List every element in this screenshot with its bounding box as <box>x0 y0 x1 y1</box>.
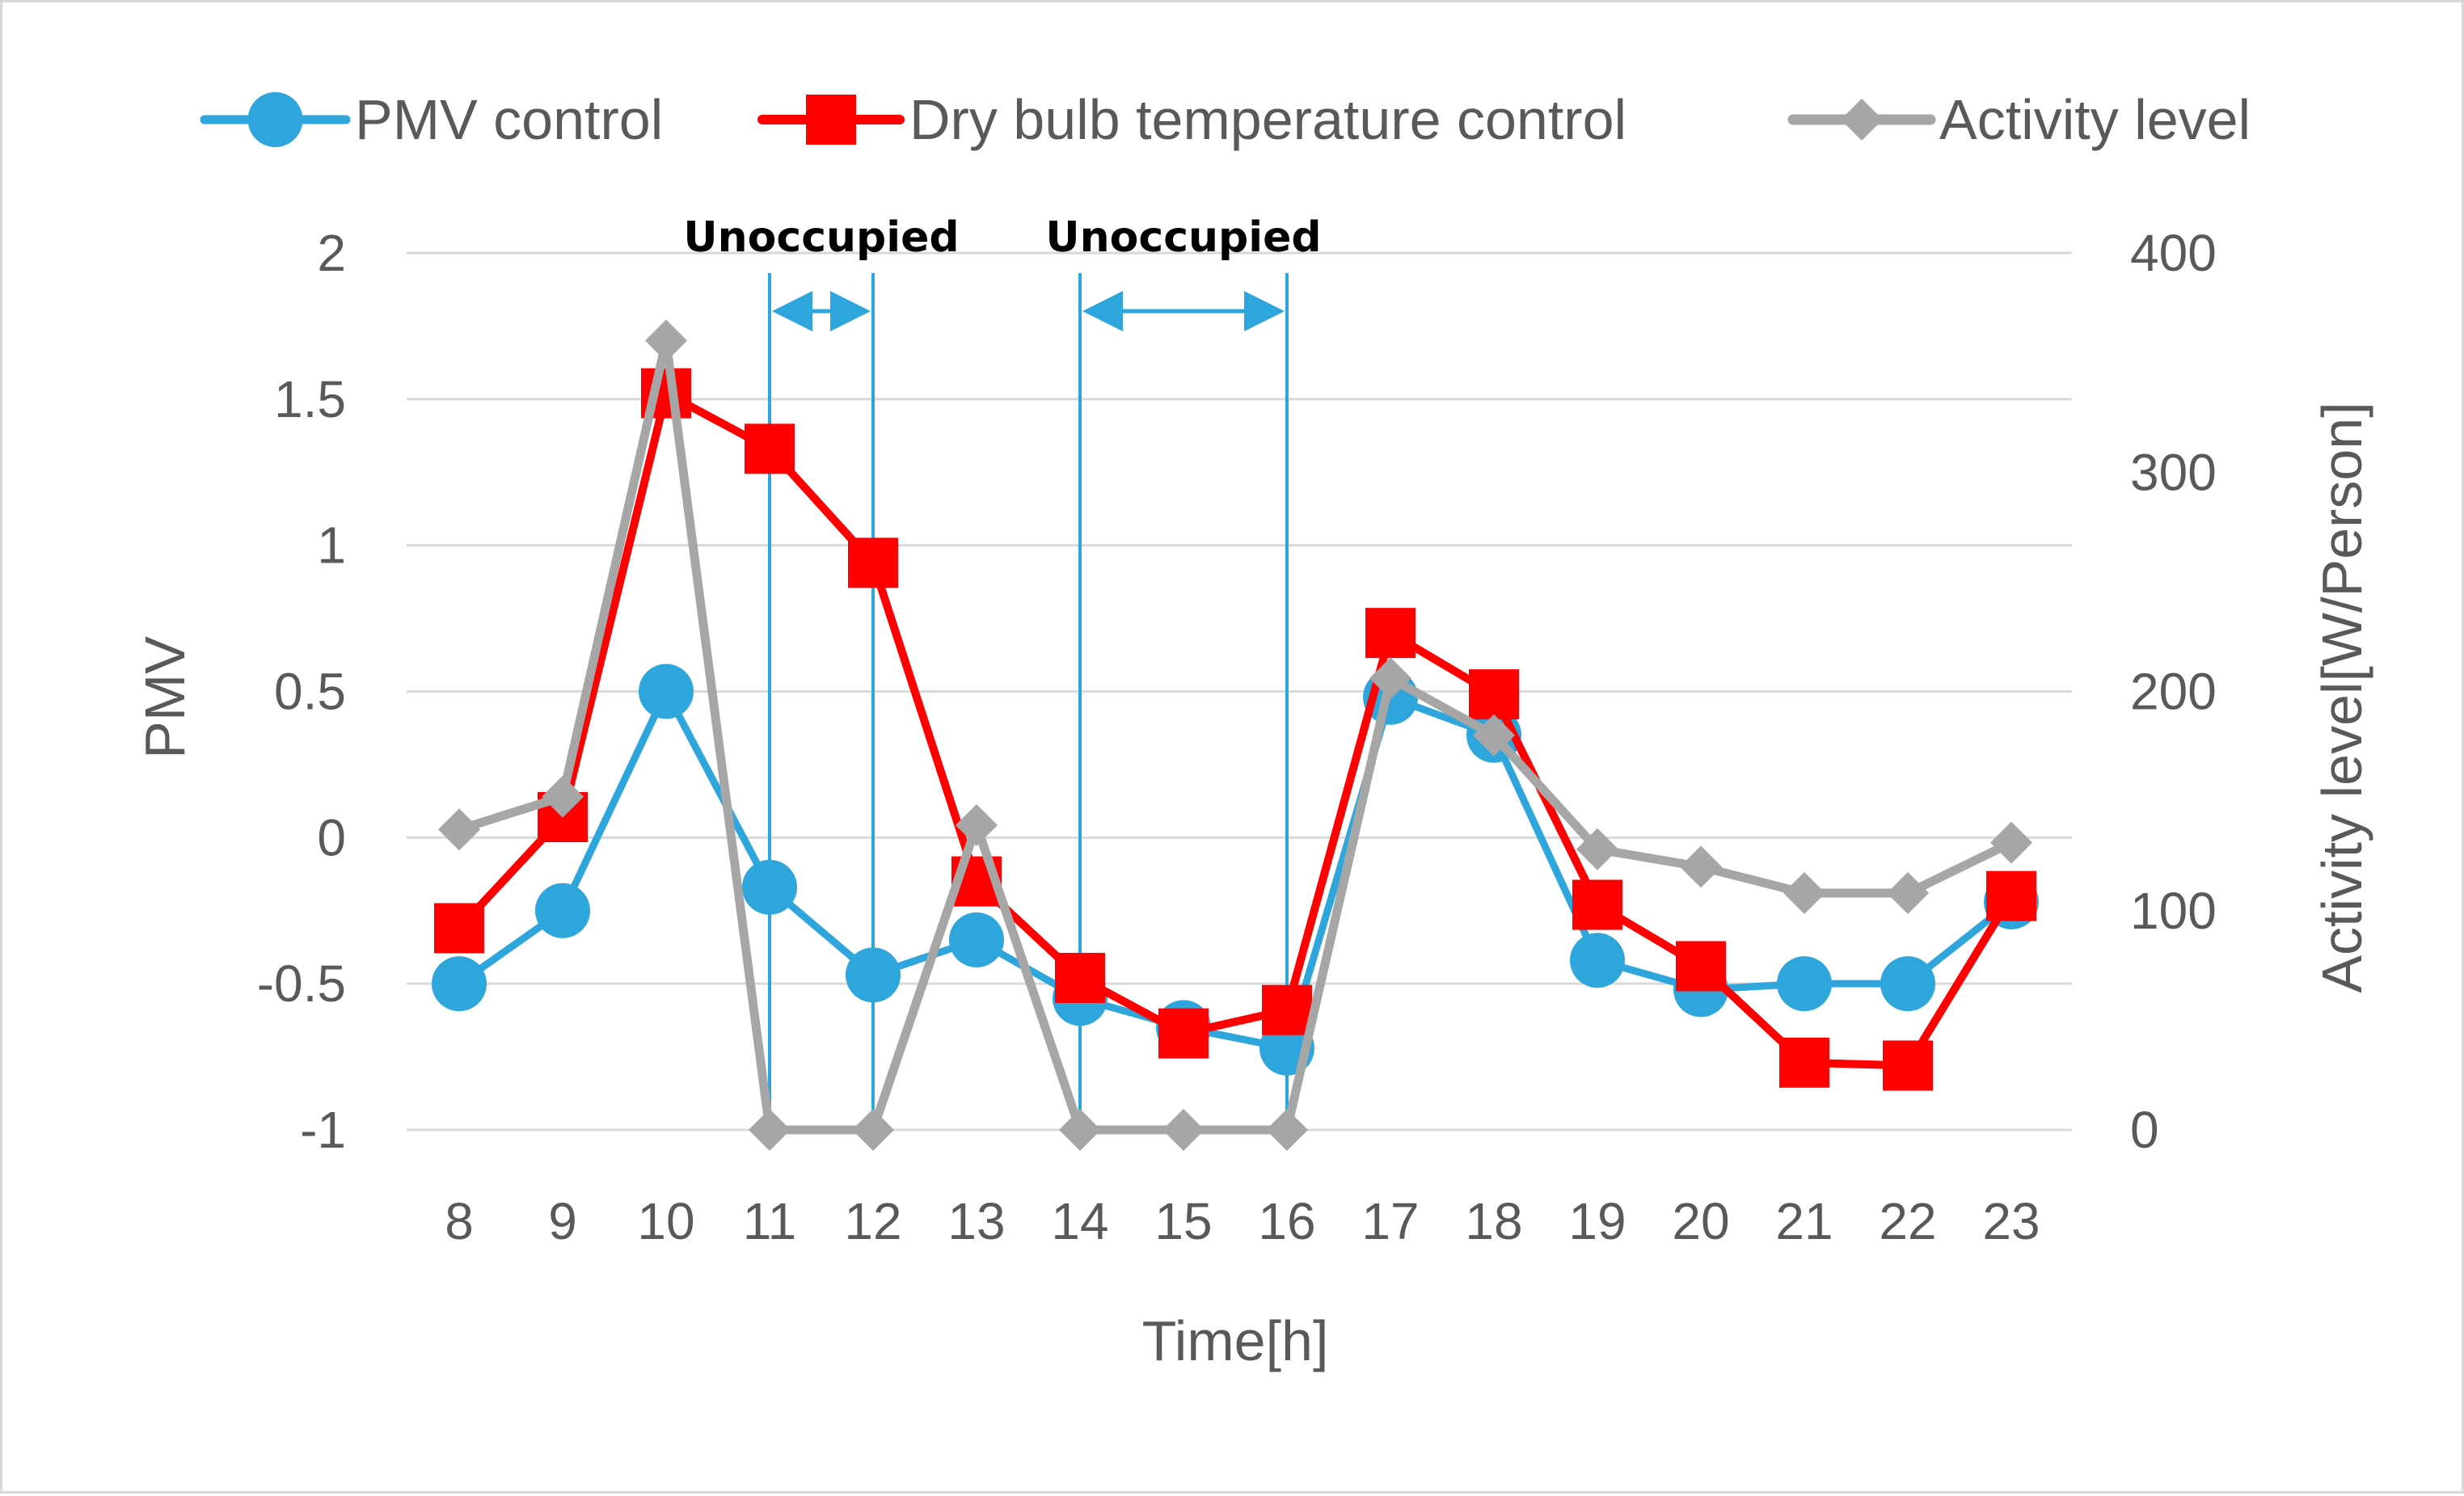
pmv-control-point <box>639 664 694 719</box>
activity-level-point <box>1369 657 1411 700</box>
dry-bulb-control-point <box>1365 608 1416 659</box>
x-tick-label: 20 <box>1672 1192 1729 1250</box>
activity-level-point <box>1162 1109 1205 1151</box>
dry-bulb-control-point <box>1262 984 1312 1035</box>
y-tick-label: 1 <box>317 516 346 575</box>
unoccupied-annotations: Unoccupied Unoccupied <box>683 213 1322 1130</box>
activity-level-point <box>956 803 998 846</box>
pmv-control-point <box>846 947 901 1003</box>
y-tick-label: 1.5 <box>274 370 346 428</box>
x-tick-label: 19 <box>1568 1192 1626 1250</box>
y-tick-label: 0 <box>317 808 346 866</box>
pmv-control-point <box>1570 933 1625 988</box>
x-tick-label: 11 <box>743 1192 796 1250</box>
legend-swatch-marker <box>1841 99 1883 141</box>
legend-swatch-marker <box>247 92 303 147</box>
y-axis-title: PMV <box>133 636 196 759</box>
dry-bulb-control-point <box>745 424 795 474</box>
dry-bulb-control-point <box>1572 879 1622 930</box>
activity-level-point <box>1680 845 1722 888</box>
y-tick-label: -1 <box>300 1101 346 1159</box>
activity-level-point <box>1266 1109 1308 1151</box>
x-tick-label: 22 <box>1879 1192 1936 1250</box>
unoccupied-label: Unoccupied <box>1045 213 1321 262</box>
activity-level-point <box>1783 872 1825 915</box>
legend-label: Activity level <box>1939 88 2251 151</box>
activity-level-line <box>458 336 2014 1135</box>
pmv-control-line <box>457 688 2014 1052</box>
legend-item-pmv-control: PMV control <box>200 88 663 151</box>
series <box>432 319 2039 1151</box>
dry-bulb-control-point <box>1469 669 1519 720</box>
y2-tick-label: 0 <box>2130 1101 2159 1159</box>
x-tick-label: 8 <box>445 1192 474 1250</box>
pmv-control-point <box>432 956 487 1012</box>
x-tick-label: 10 <box>637 1192 694 1250</box>
y-tick-label: 0.5 <box>274 663 346 721</box>
activity-level-point <box>438 808 480 851</box>
dry-bulb-control-point <box>1986 870 2036 921</box>
pmv-control-point <box>949 912 1004 967</box>
activity-level-point <box>1576 828 1618 870</box>
x-tick-label: 17 <box>1361 1192 1419 1250</box>
y-tick-label: 2 <box>317 224 346 282</box>
dry-bulb-control-line <box>456 389 2015 1070</box>
series-pmv-control <box>432 664 2039 1076</box>
dry-bulb-control-point <box>1158 1008 1209 1059</box>
x-tick-label: 14 <box>1051 1192 1108 1250</box>
legend-label: PMV control <box>355 88 663 151</box>
legend-item-activity-level: Activity level <box>1787 88 2251 151</box>
activity-level-point <box>852 1109 894 1151</box>
activity-level-point <box>542 775 584 818</box>
x-tick-label: 18 <box>1465 1192 1522 1250</box>
dry-bulb-control-point <box>1883 1040 1933 1091</box>
x-axis-title: Time[h] <box>1142 1309 1329 1372</box>
activity-level-point <box>1887 872 1929 915</box>
dry-bulb-control-point <box>1676 941 1726 992</box>
x-tick-label: 21 <box>1775 1192 1833 1250</box>
legend: PMV control Dry bulb temperature control A… <box>200 88 2251 151</box>
dry-bulb-control-point <box>1055 952 1105 1003</box>
series-dry-bulb-control <box>434 368 2036 1091</box>
x-tick-label: 23 <box>1982 1192 2040 1250</box>
x-tick-label: 15 <box>1154 1192 1212 1250</box>
dry-bulb-control-point <box>1779 1037 1829 1088</box>
y2-axis-title: Activity level[W/Person] <box>2310 402 2373 992</box>
pmv-control-point <box>1880 956 1935 1012</box>
y2-tick-label: 400 <box>2130 224 2217 282</box>
legend-item-dry-bulb-control: Dry bulb temperature control <box>757 88 1626 151</box>
legend-swatch-marker <box>806 95 856 145</box>
x-tick-label: 9 <box>548 1192 577 1250</box>
dry-bulb-control-point <box>434 903 484 954</box>
x-tick-label: 12 <box>844 1192 901 1250</box>
activity-level-point <box>1059 1109 1101 1151</box>
dry-bulb-control-point <box>848 537 898 588</box>
y2-tick-label: 200 <box>2130 663 2217 721</box>
x-tick-label: 16 <box>1258 1192 1315 1250</box>
pmv-control-point <box>535 883 590 938</box>
activity-level-point <box>645 319 687 362</box>
pmv-control-point <box>742 859 797 915</box>
y-tick-label: -0.5 <box>257 954 346 1013</box>
axes: Time[h] PMV Activity level[W/Person] 2 1.… <box>133 224 2373 1372</box>
activity-level-point <box>1473 714 1515 756</box>
series-activity-level <box>438 319 2032 1151</box>
unoccupied-label: Unoccupied <box>683 213 959 262</box>
y2-tick-label: 100 <box>2130 882 2217 940</box>
pmv-control-point <box>1777 956 1832 1012</box>
x-tick-label: 13 <box>947 1192 1005 1250</box>
activity-level-point <box>749 1109 791 1151</box>
legend-label: Dry bulb temperature control <box>909 88 1626 151</box>
activity-level-point <box>1990 821 2032 864</box>
y2-tick-label: 300 <box>2130 443 2217 501</box>
